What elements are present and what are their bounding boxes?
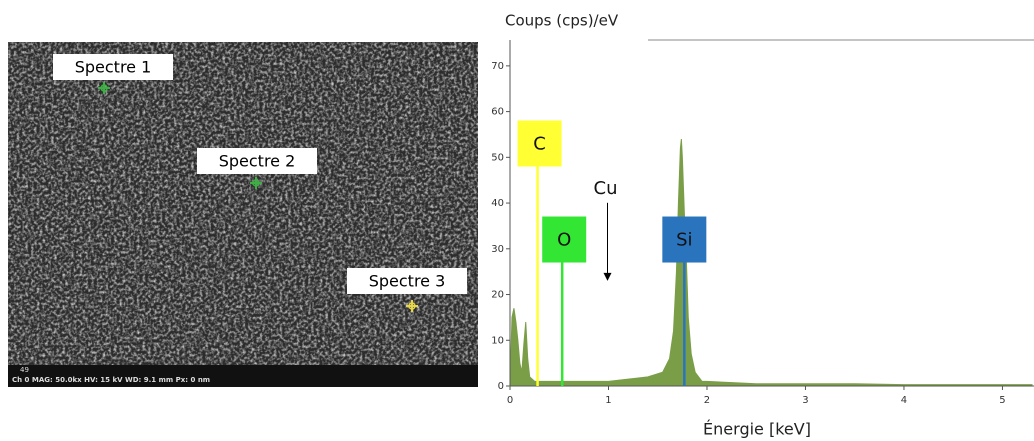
spectrum: [509, 138, 1033, 387]
y-tick-label: 10: [491, 335, 504, 346]
spot-marker: [406, 300, 418, 312]
info-text: Ch 0 MAG: 50.0kx HV: 15 kV WD: 9.1 mm Px…: [12, 376, 210, 384]
spot-marker: [100, 84, 108, 92]
spectrum-chart: Coups (cps)/eV Énergie [keV] 01020304050…: [491, 12, 1034, 439]
y-tick-label: 60: [491, 107, 504, 118]
spot-marker: [98, 82, 110, 94]
y-tick-label: 40: [491, 198, 504, 209]
element-label: Si: [676, 230, 692, 251]
info-bar: [8, 365, 478, 387]
x-tick-label: 0: [507, 395, 513, 406]
element-label: O: [557, 230, 571, 251]
label-box: [53, 54, 173, 80]
label-text: Spectre 3: [369, 272, 446, 291]
spot-marker: [252, 179, 260, 187]
element-box: [542, 216, 587, 263]
x-axis-label: Énergie [keV]: [703, 420, 811, 439]
x-tick-label: 3: [802, 395, 808, 406]
sem-image: 49 Ch 0 MAG: 50.0kx HV: 15 kV WD: 9.1 mm…: [8, 42, 478, 387]
y-tick-label: 50: [491, 152, 504, 163]
y-tick-label: 20: [491, 290, 504, 301]
label-box: [197, 148, 317, 174]
y-tick-label: 70: [491, 61, 504, 72]
x-tick-label: 4: [901, 395, 907, 406]
y-tick-label: 30: [491, 244, 504, 255]
y-tick-label: 0: [498, 381, 504, 392]
label-text: Spectre 1: [75, 58, 152, 77]
x-tick-label: 2: [704, 395, 710, 406]
sem-texture: [8, 42, 478, 367]
y-axis-label: Coups (cps)/eV: [505, 12, 619, 30]
x-tick-label: 5: [999, 395, 1005, 406]
label-box: [347, 268, 467, 294]
element-box: [662, 216, 707, 263]
spot-marker: [250, 177, 262, 189]
arrow-head: [603, 272, 612, 281]
arrow-label: Cu: [594, 178, 618, 199]
info-text: 49: [20, 366, 29, 374]
element-box: [517, 120, 562, 167]
spot-marker: [408, 302, 416, 310]
label-text: Spectre 2: [219, 152, 296, 171]
element-label: C: [533, 133, 546, 154]
x-tick-label: 1: [605, 395, 611, 406]
